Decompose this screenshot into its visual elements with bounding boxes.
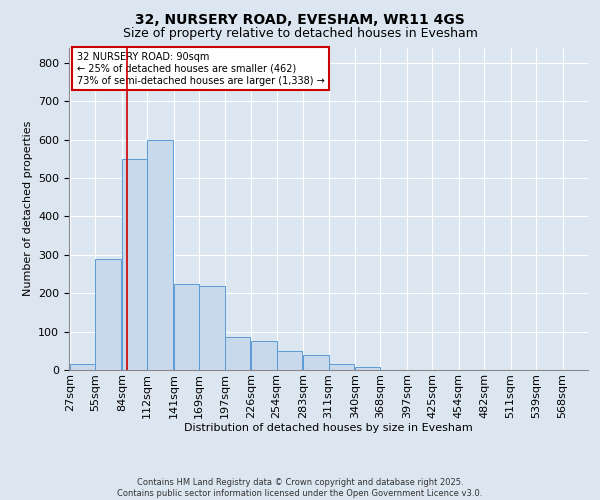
Text: 32 NURSERY ROAD: 90sqm
← 25% of detached houses are smaller (462)
73% of semi-de: 32 NURSERY ROAD: 90sqm ← 25% of detached… [77,52,325,86]
Bar [148,140,173,370]
Bar [277,351,302,370]
Bar [251,341,277,370]
Bar [70,364,95,370]
Bar [122,159,148,370]
Text: 32, NURSERY ROAD, EVESHAM, WR11 4GS: 32, NURSERY ROAD, EVESHAM, WR11 4GS [135,12,465,26]
Text: Contains HM Land Registry data © Crown copyright and database right 2025.
Contai: Contains HM Land Registry data © Crown c… [118,478,482,498]
Bar [329,364,354,370]
Text: Size of property relative to detached houses in Evesham: Size of property relative to detached ho… [122,28,478,40]
Bar [174,284,199,370]
Bar [95,258,121,370]
X-axis label: Distribution of detached houses by size in Evesham: Distribution of detached houses by size … [184,424,473,434]
Bar [303,354,329,370]
Bar [199,286,224,370]
Bar [355,367,380,370]
Y-axis label: Number of detached properties: Number of detached properties [23,121,32,296]
Bar [225,338,250,370]
